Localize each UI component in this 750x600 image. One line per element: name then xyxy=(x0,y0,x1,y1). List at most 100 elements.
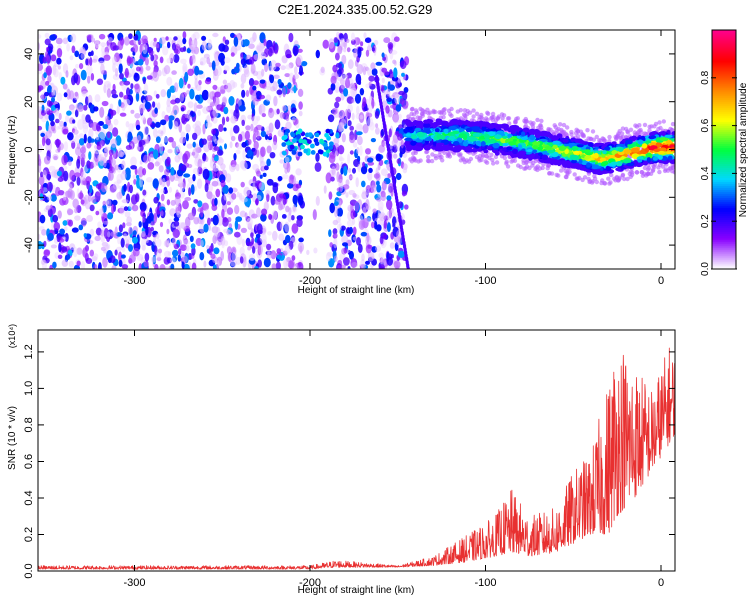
noise-mark xyxy=(277,129,284,137)
noise-mark xyxy=(168,37,172,43)
noise-mark xyxy=(155,233,160,240)
noise-mark xyxy=(157,248,163,254)
noise-mark xyxy=(295,118,299,125)
noise-mark xyxy=(393,112,399,124)
colorbar-step xyxy=(712,169,736,173)
noise-mark xyxy=(388,128,392,138)
noise-mark xyxy=(153,149,159,160)
noise-mark xyxy=(96,78,104,86)
noise-mark xyxy=(229,79,236,90)
noise-mark xyxy=(88,128,94,139)
ridge-mark xyxy=(659,137,669,142)
noise-mark xyxy=(298,101,303,110)
halo-mark xyxy=(493,154,499,160)
noise-mark xyxy=(168,186,173,193)
colorbar-step xyxy=(712,85,736,89)
colorbar-step xyxy=(712,251,736,254)
ridge-mark xyxy=(462,140,469,147)
noise-mark xyxy=(260,213,267,222)
noise-mark xyxy=(334,101,340,109)
ridge-mark xyxy=(646,152,652,158)
colorbar-step xyxy=(712,179,736,182)
noise-mark xyxy=(399,144,406,155)
noise-mark xyxy=(49,264,54,269)
halo-mark xyxy=(430,152,435,157)
noise-mark xyxy=(241,238,245,248)
noise-mark xyxy=(51,97,55,103)
ridge-mark xyxy=(532,144,538,150)
noise-mark xyxy=(296,218,303,228)
halo-mark xyxy=(448,112,453,117)
noise-mark xyxy=(351,39,356,45)
noise-mark xyxy=(217,156,224,166)
noise-mark xyxy=(343,257,350,266)
noise-mark xyxy=(205,115,211,123)
ridge-mark xyxy=(558,145,567,151)
noise-mark xyxy=(128,33,133,40)
halo-mark xyxy=(528,120,533,125)
noise-mark xyxy=(253,80,259,86)
noise-mark xyxy=(81,144,86,151)
ridge-mark xyxy=(578,140,585,144)
halo-mark xyxy=(615,133,621,138)
noise-mark xyxy=(57,254,63,259)
noise-mark xyxy=(101,100,109,107)
noise-mark xyxy=(379,90,387,101)
noise-mark xyxy=(298,237,304,243)
noise-mark xyxy=(99,129,106,140)
colorbar-step xyxy=(712,145,736,149)
noise-mark xyxy=(250,123,254,132)
noise-mark xyxy=(52,86,58,96)
colorbar-step xyxy=(712,249,736,252)
noise-mark xyxy=(66,208,72,216)
noise-mark xyxy=(333,37,338,43)
noise-mark xyxy=(161,111,166,119)
blob-mark xyxy=(319,138,324,144)
colorbar-step xyxy=(712,111,736,115)
halo-mark xyxy=(474,111,480,117)
noise-mark xyxy=(228,96,235,106)
halo-mark xyxy=(471,114,476,119)
noise-mark xyxy=(138,263,143,269)
noise-mark xyxy=(265,94,272,102)
noise-mark xyxy=(45,138,51,146)
halo-mark xyxy=(409,111,414,117)
noise-mark xyxy=(186,47,192,54)
halo-mark xyxy=(433,156,439,161)
noise-mark xyxy=(234,231,241,238)
noise-mark xyxy=(204,208,210,220)
noise-mark xyxy=(297,48,303,53)
noise-mark xyxy=(267,231,272,236)
halo-mark xyxy=(590,179,595,184)
noise-mark xyxy=(266,158,271,167)
colorbar-step xyxy=(712,171,736,174)
ridge-mark xyxy=(623,149,632,155)
noise-mark xyxy=(217,200,221,207)
noise-mark xyxy=(328,229,332,238)
noise-mark xyxy=(341,73,346,79)
noise-mark xyxy=(173,217,180,222)
ridge-mark xyxy=(423,144,431,151)
colorbar-step xyxy=(712,253,736,256)
noise-mark xyxy=(395,104,402,112)
noise-mark xyxy=(50,120,55,127)
ridge-mark xyxy=(541,154,549,161)
noise-mark xyxy=(135,66,141,72)
noise-mark xyxy=(152,178,159,189)
halo-mark xyxy=(663,167,668,172)
halo-mark xyxy=(485,110,490,116)
noise-mark xyxy=(293,73,299,80)
noise-mark xyxy=(364,217,372,223)
ridge-mark xyxy=(665,151,672,155)
noise-mark xyxy=(80,167,84,178)
ridge-mark xyxy=(626,162,635,166)
noise-mark xyxy=(123,98,131,106)
noise-mark xyxy=(67,160,72,167)
halo-mark xyxy=(639,130,644,135)
noise-mark xyxy=(98,33,106,40)
noise-mark xyxy=(241,161,248,171)
colorbar-step xyxy=(712,71,736,75)
noise-mark xyxy=(137,166,144,178)
noise-mark xyxy=(213,146,220,151)
noise-mark xyxy=(382,232,387,240)
